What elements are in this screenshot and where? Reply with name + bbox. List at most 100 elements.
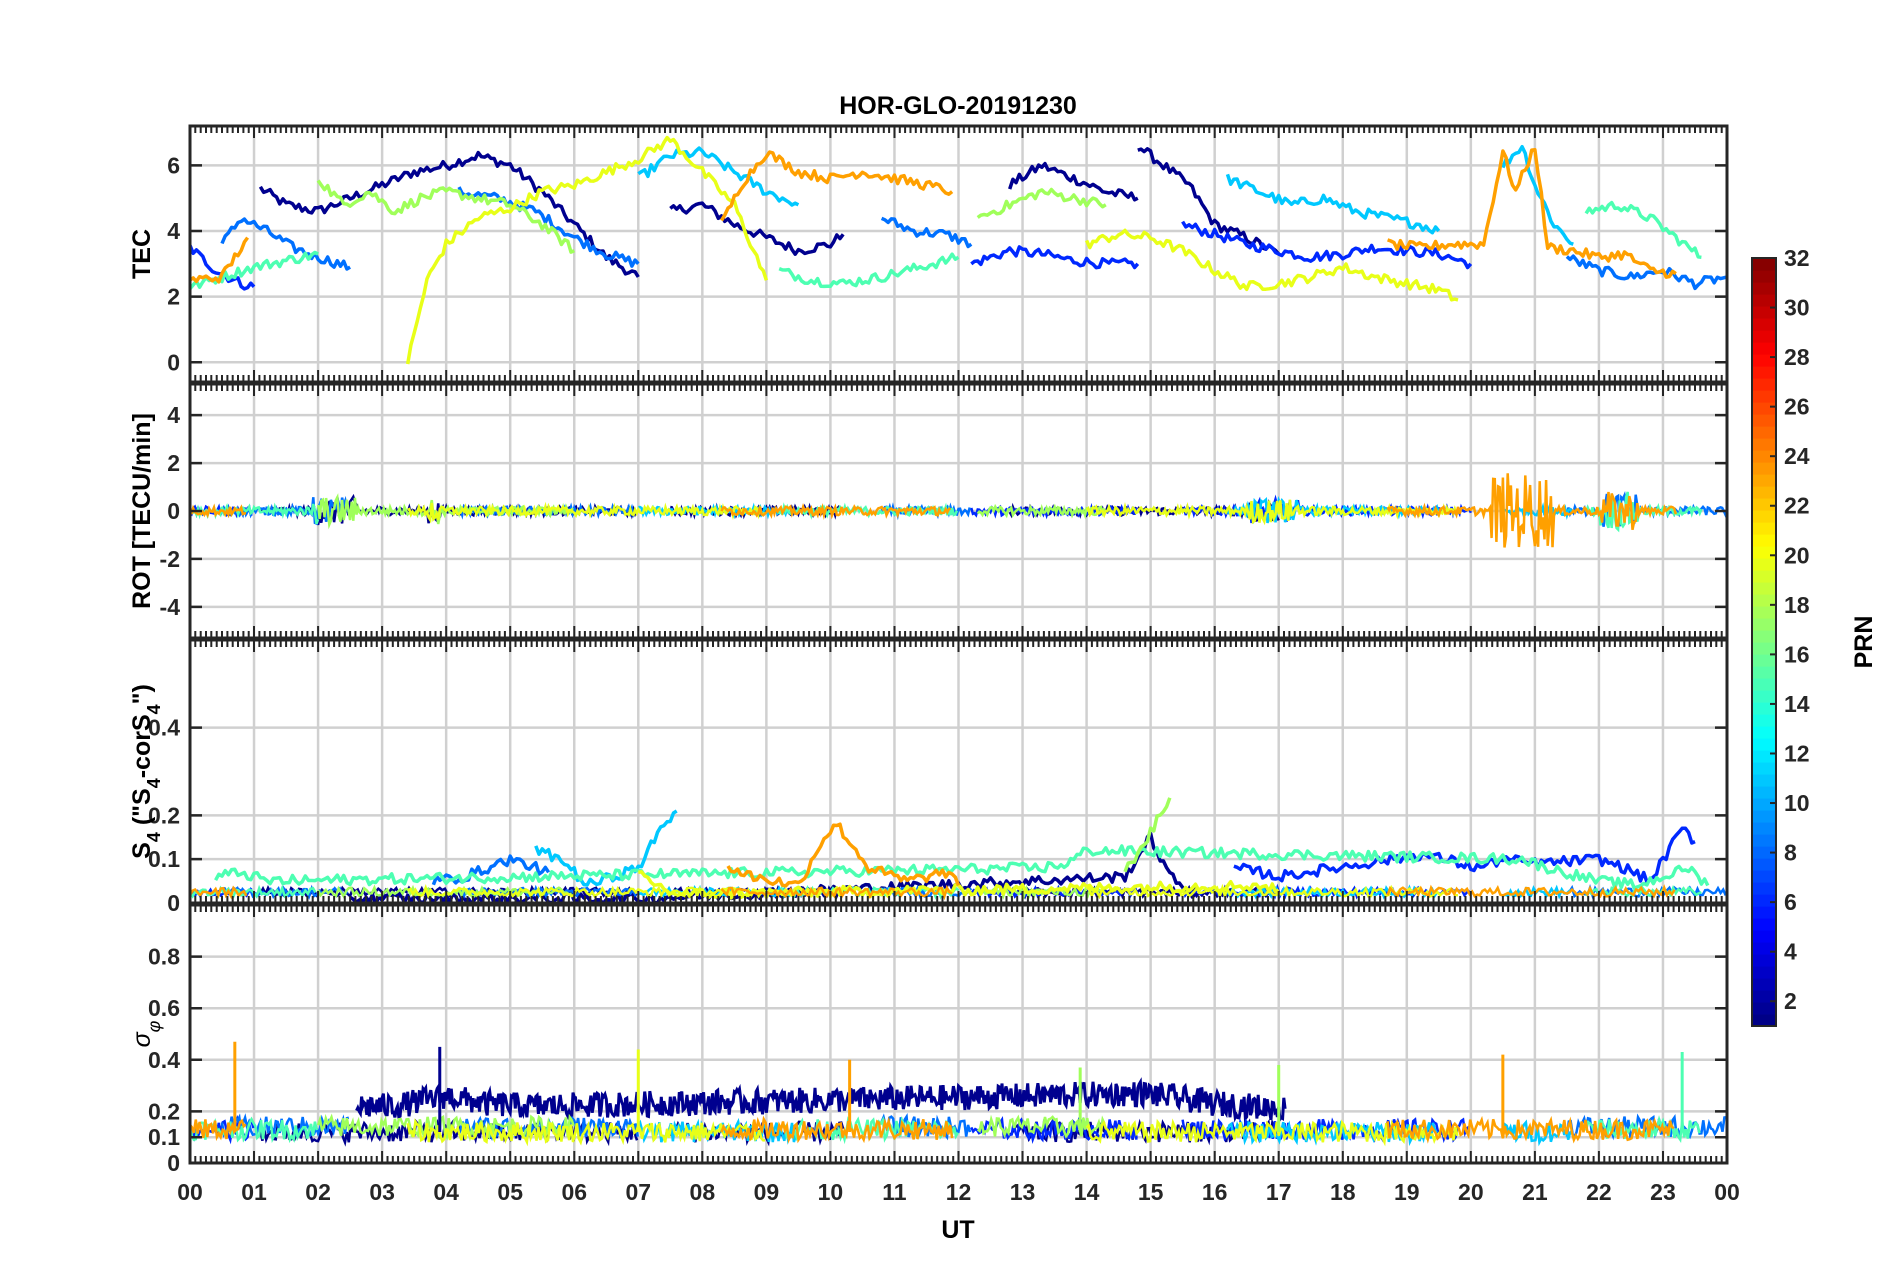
y-axis-label: S4 ("S4-corS4") [128,684,164,859]
y-tick-label: 0 [167,498,180,524]
colorbar-tick-label: 26 [1784,394,1810,420]
colorbar-swatch [1752,702,1776,715]
x-tick-label: 18 [1330,1179,1356,1205]
series-line-17 [976,884,1107,900]
x-tick-label: 01 [241,1179,267,1205]
series-line-12 [1225,173,1441,235]
x-tick-label: 21 [1522,1179,1548,1205]
colorbar-swatch [1752,438,1776,451]
series-line-22 [720,1115,954,1144]
series-line-1 [258,150,640,278]
series-line-12 [1501,1119,1573,1147]
series-line-8 [880,216,973,249]
colorbar-swatch [1752,654,1776,667]
colorbar-tick-label: 12 [1784,740,1810,766]
series-line-12 [534,809,678,887]
series-line-22 [720,884,953,901]
colorbar-swatch [1752,942,1776,955]
x-tick-label: 23 [1650,1179,1676,1205]
colorbar-swatch [1752,546,1776,559]
colorbar-swatch [1752,834,1776,847]
y-label-subscript: 4 [144,778,164,788]
series-line-17 [316,493,574,530]
y-tick-label: 0.2 [148,802,180,828]
y-tick-label: 2 [167,450,180,476]
colorbar-tick-label: 30 [1784,295,1810,321]
series-line-15 [1585,884,1702,900]
colorbar-swatch [1752,690,1776,703]
colorbar-swatch [1752,402,1776,415]
colorbar-swatch [1752,258,1776,271]
colorbar-swatch [1752,930,1776,943]
series-line-22 [1386,884,1676,899]
series-line-1 [355,1077,1287,1123]
y-label-part: ("S [128,788,156,832]
colorbar-swatch [1752,906,1776,919]
y-tick-label: 0.1 [148,1124,180,1150]
x-tick-label: 03 [369,1179,395,1205]
colorbar-tick-label: 4 [1784,939,1797,965]
x-ticks [189,126,1728,382]
series-group-tec [190,135,1727,365]
series-line-15 [214,844,1710,890]
series-line-19 [405,135,769,365]
series-line-19 [1085,228,1459,302]
y-tick-label: 2 [167,284,180,310]
series-line-22 [190,885,248,900]
colorbar-swatch [1752,558,1776,571]
series-group-rot [190,473,1727,548]
panel-tec: 0 2 4 6 TEC [128,124,1729,384]
series-line-17 [976,187,1107,219]
y-label-part: ") [128,684,156,704]
x-tick-label: 08 [690,1179,716,1205]
colorbar-swatch [1752,990,1776,1003]
x-tick-label: 00 [1714,1179,1740,1205]
colorbar-swatch [1752,774,1776,787]
series-line-22 [190,1118,247,1142]
y-tick-label: 0.2 [148,1098,180,1124]
colorbar-swatch [1752,882,1776,895]
colorbar-swatch [1752,822,1776,835]
x-tick-label: 09 [754,1179,780,1205]
colorbar-tick-label: 10 [1784,790,1810,816]
colorbar-swatch [1752,954,1776,967]
colorbar-swatch [1752,966,1776,979]
colorbar-swatch [1752,378,1776,391]
colorbar-tick-label: 20 [1784,542,1810,568]
colorbar-swatch [1752,918,1776,931]
y-label-subscript: φ [144,1020,164,1032]
colorbar-swatch [1752,858,1776,871]
series-line-19 [406,1118,766,1147]
colorbar-tick-label: 18 [1784,592,1810,618]
x-tick-label: 19 [1394,1179,1420,1205]
series-line-5 [970,245,1140,270]
y-label-part: S [128,842,156,859]
colorbar-swatch [1752,798,1776,811]
series-line-22 [726,822,961,888]
colorbar-swatch [1752,474,1776,487]
y-tick-label: 0.6 [148,995,180,1021]
series-line-17 [976,503,1106,520]
series-line-22 [1386,1115,1675,1144]
colorbar-swatch [1752,618,1776,631]
colorbar-tick-label: 32 [1784,245,1810,271]
series-line-12 [637,146,800,207]
series-line-17 [316,179,575,254]
y-axis-label: σφ [128,1020,164,1047]
series-line-8 [457,186,640,268]
x-ticks [189,384,1728,638]
colorbar-swatch [1752,366,1776,379]
series-line-1 [1008,161,1139,202]
series-line-12 [1501,144,1574,246]
x-tick-label: 07 [625,1179,651,1205]
series-line-8 [220,217,351,271]
colorbar-swatch [1752,330,1776,343]
series-line-19 [406,884,768,900]
y-label-part: -corS [128,714,156,778]
series-line-5 [1233,826,1696,884]
x-tick-label: 00 [177,1179,203,1205]
x-tick-label: 12 [946,1179,972,1205]
x-tick-label: 11 [882,1179,907,1205]
